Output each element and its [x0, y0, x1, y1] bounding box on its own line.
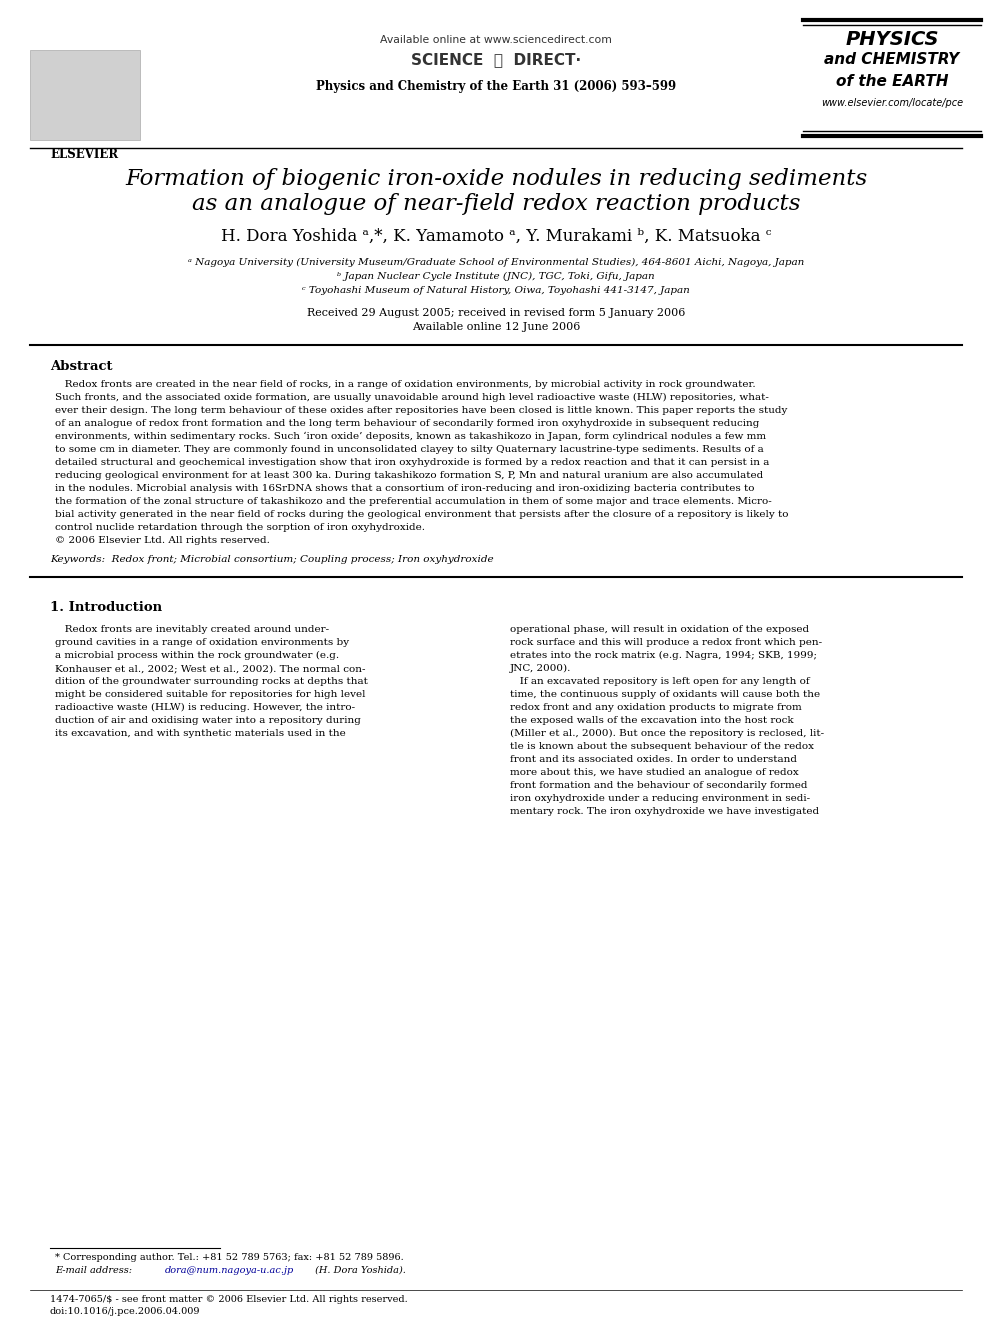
Text: (H. Dora Yoshida).: (H. Dora Yoshida).	[312, 1266, 406, 1275]
Text: Redox fronts are created in the near field of rocks, in a range of oxidation env: Redox fronts are created in the near fie…	[55, 380, 756, 389]
Text: radioactive waste (HLW) is reducing. However, the intro-: radioactive waste (HLW) is reducing. How…	[55, 703, 355, 712]
Text: dora@num.nagoya-u.ac.jp: dora@num.nagoya-u.ac.jp	[165, 1266, 295, 1275]
Text: Such fronts, and the associated oxide formation, are usually unavoidable around : Such fronts, and the associated oxide fo…	[55, 393, 769, 402]
Text: ᶜ Toyohashi Museum of Natural History, Oiwa, Toyohashi 441-3147, Japan: ᶜ Toyohashi Museum of Natural History, O…	[303, 286, 689, 295]
Text: front and its associated oxides. In order to understand: front and its associated oxides. In orde…	[510, 755, 797, 763]
Text: redox front and any oxidation products to migrate from: redox front and any oxidation products t…	[510, 703, 802, 712]
Text: Available online 12 June 2006: Available online 12 June 2006	[412, 321, 580, 332]
Text: Abstract: Abstract	[50, 360, 112, 373]
Text: Konhauser et al., 2002; West et al., 2002). The normal con-: Konhauser et al., 2002; West et al., 200…	[55, 664, 365, 673]
Text: might be considered suitable for repositories for high level: might be considered suitable for reposit…	[55, 691, 365, 699]
Text: tle is known about the subsequent behaviour of the redox: tle is known about the subsequent behavi…	[510, 742, 814, 751]
Text: a microbial process within the rock groundwater (e.g.: a microbial process within the rock grou…	[55, 651, 339, 660]
Text: of the EARTH: of the EARTH	[835, 74, 948, 89]
Text: the formation of the zonal structure of takashikozo and the preferential accumul: the formation of the zonal structure of …	[55, 497, 772, 505]
Text: its excavation, and with synthetic materials used in the: its excavation, and with synthetic mater…	[55, 729, 346, 738]
Text: Physics and Chemistry of the Earth 31 (2006) 593–599: Physics and Chemistry of the Earth 31 (2…	[315, 79, 677, 93]
Text: E-mail address:: E-mail address:	[55, 1266, 135, 1275]
Text: ground cavities in a range of oxidation environments by: ground cavities in a range of oxidation …	[55, 638, 349, 647]
Text: as an analogue of near-field redox reaction products: as an analogue of near-field redox react…	[191, 193, 801, 216]
Text: ELSEVIER: ELSEVIER	[51, 148, 119, 161]
Text: Keywords:  Redox front; Microbial consortium; Coupling process; Iron oxyhydroxid: Keywords: Redox front; Microbial consort…	[50, 556, 494, 564]
Text: mentary rock. The iron oxyhydroxide we have investigated: mentary rock. The iron oxyhydroxide we h…	[510, 807, 819, 816]
Text: Available online at www.sciencedirect.com: Available online at www.sciencedirect.co…	[380, 34, 612, 45]
Text: © 2006 Elsevier Ltd. All rights reserved.: © 2006 Elsevier Ltd. All rights reserved…	[55, 536, 270, 545]
Text: and CHEMISTRY: and CHEMISTRY	[824, 52, 959, 67]
Text: in the nodules. Microbial analysis with 16SrDNA shows that a consortium of iron-: in the nodules. Microbial analysis with …	[55, 484, 755, 493]
Text: Received 29 August 2005; received in revised form 5 January 2006: Received 29 August 2005; received in rev…	[307, 308, 685, 318]
Text: H. Dora Yoshida ᵃ,*, K. Yamamoto ᵃ, Y. Murakami ᵇ, K. Matsuoka ᶜ: H. Dora Yoshida ᵃ,*, K. Yamamoto ᵃ, Y. M…	[221, 228, 771, 245]
Text: front formation and the behaviour of secondarily formed: front formation and the behaviour of sec…	[510, 781, 807, 790]
Text: JNC, 2000).: JNC, 2000).	[510, 664, 571, 673]
Text: the exposed walls of the excavation into the host rock: the exposed walls of the excavation into…	[510, 716, 794, 725]
Text: doi:10.1016/j.pce.2006.04.009: doi:10.1016/j.pce.2006.04.009	[50, 1307, 200, 1316]
Text: control nuclide retardation through the sorption of iron oxyhydroxide.: control nuclide retardation through the …	[55, 523, 425, 532]
Text: SCIENCE  ⓓ  DIRECT·: SCIENCE ⓓ DIRECT·	[411, 52, 581, 67]
Text: environments, within sedimentary rocks. Such ‘iron oxide’ deposits, known as tak: environments, within sedimentary rocks. …	[55, 433, 766, 442]
Text: detailed structural and geochemical investigation show that iron oxyhydroxide is: detailed structural and geochemical inve…	[55, 458, 770, 467]
Text: 1474-7065/$ - see front matter © 2006 Elsevier Ltd. All rights reserved.: 1474-7065/$ - see front matter © 2006 El…	[50, 1295, 408, 1304]
Text: Formation of biogenic iron-oxide nodules in reducing sediments: Formation of biogenic iron-oxide nodules…	[125, 168, 867, 191]
Text: iron oxyhydroxide under a reducing environment in sedi-: iron oxyhydroxide under a reducing envir…	[510, 794, 810, 803]
Text: more about this, we have studied an analogue of redox: more about this, we have studied an anal…	[510, 767, 799, 777]
Text: bial activity generated in the near field of rocks during the geological environ: bial activity generated in the near fiel…	[55, 509, 789, 519]
Text: ever their design. The long term behaviour of these oxides after repositories ha: ever their design. The long term behavio…	[55, 406, 788, 415]
Text: PHYSICS: PHYSICS	[845, 30, 938, 49]
Text: operational phase, will result in oxidation of the exposed: operational phase, will result in oxidat…	[510, 624, 809, 634]
Text: www.elsevier.com/locate/pce: www.elsevier.com/locate/pce	[821, 98, 963, 108]
Text: 1. Introduction: 1. Introduction	[50, 601, 162, 614]
Text: time, the continuous supply of oxidants will cause both the: time, the continuous supply of oxidants …	[510, 691, 820, 699]
Text: ᵃ Nagoya University (University Museum/Graduate School of Environmental Studies): ᵃ Nagoya University (University Museum/G…	[187, 258, 805, 267]
Text: If an excavated repository is left open for any length of: If an excavated repository is left open …	[510, 677, 809, 687]
Bar	[30, 50, 140, 140]
Text: etrates into the rock matrix (e.g. Nagra, 1994; SKB, 1999;: etrates into the rock matrix (e.g. Nagra…	[510, 651, 817, 660]
Text: Redox fronts are inevitably created around under-: Redox fronts are inevitably created arou…	[55, 624, 329, 634]
Text: dition of the groundwater surrounding rocks at depths that: dition of the groundwater surrounding ro…	[55, 677, 368, 687]
Text: ᵇ Japan Nuclear Cycle Institute (JNC), TGC, Toki, Gifu, Japan: ᵇ Japan Nuclear Cycle Institute (JNC), T…	[337, 273, 655, 280]
Text: to some cm in diameter. They are commonly found in unconsolidated clayey to silt: to some cm in diameter. They are commonl…	[55, 445, 764, 454]
Text: duction of air and oxidising water into a repository during: duction of air and oxidising water into …	[55, 716, 361, 725]
Text: reducing geological environment for at least 300 ka. During takashikozo formatio: reducing geological environment for at l…	[55, 471, 763, 480]
Text: of an analogue of redox front formation and the long term behaviour of secondari: of an analogue of redox front formation …	[55, 419, 759, 429]
Text: * Corresponding author. Tel.: +81 52 789 5763; fax: +81 52 789 5896.: * Corresponding author. Tel.: +81 52 789…	[55, 1253, 404, 1262]
Text: rock surface and this will produce a redox front which pen-: rock surface and this will produce a red…	[510, 638, 822, 647]
Text: (Miller et al., 2000). But once the repository is reclosed, lit-: (Miller et al., 2000). But once the repo…	[510, 729, 824, 738]
